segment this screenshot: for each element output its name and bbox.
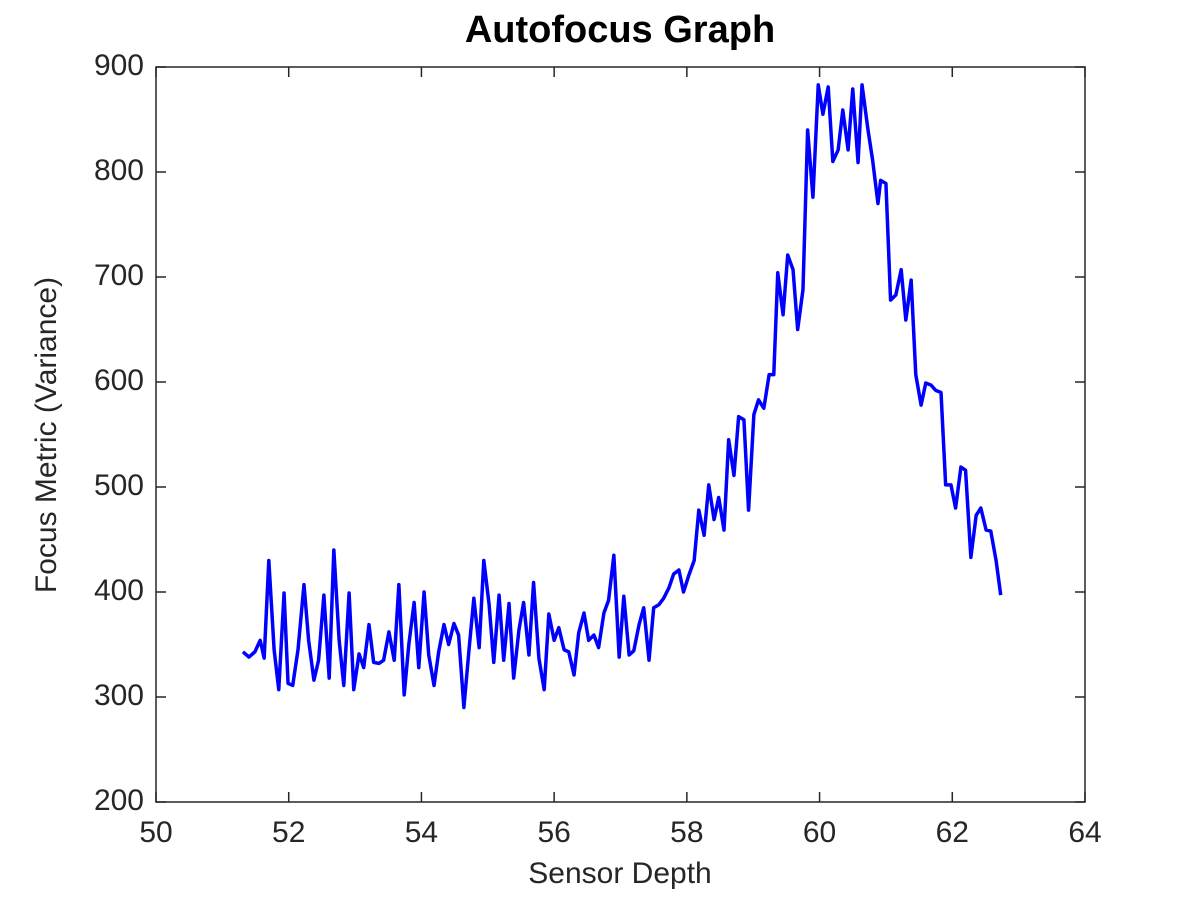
y-tick-label: 500 bbox=[94, 469, 144, 502]
y-tick-label: 600 bbox=[94, 364, 144, 397]
x-tick-label: 54 bbox=[405, 816, 438, 849]
x-axis-label: Sensor Depth bbox=[528, 857, 711, 890]
x-tick-label: 56 bbox=[537, 816, 570, 849]
y-tick-label: 300 bbox=[94, 679, 144, 712]
data-line bbox=[241, 83, 1003, 710]
x-tick-label: 58 bbox=[670, 816, 703, 849]
y-tick-label: 200 bbox=[94, 784, 144, 817]
axes-box bbox=[155, 66, 1086, 803]
x-tick-label: 50 bbox=[139, 816, 172, 849]
y-tick-label: 700 bbox=[94, 259, 144, 292]
y-tick-label: 400 bbox=[94, 574, 144, 607]
x-tick-label: 52 bbox=[272, 816, 305, 849]
chart-title: Autofocus Graph bbox=[465, 9, 775, 51]
y-tick-label: 800 bbox=[94, 154, 144, 187]
x-tick-label: 62 bbox=[936, 816, 969, 849]
x-tick-label: 60 bbox=[803, 816, 836, 849]
y-axis-label: Focus Metric (Variance) bbox=[30, 277, 63, 593]
y-tick-label: 900 bbox=[94, 49, 144, 82]
x-tick-label: 64 bbox=[1068, 816, 1101, 849]
